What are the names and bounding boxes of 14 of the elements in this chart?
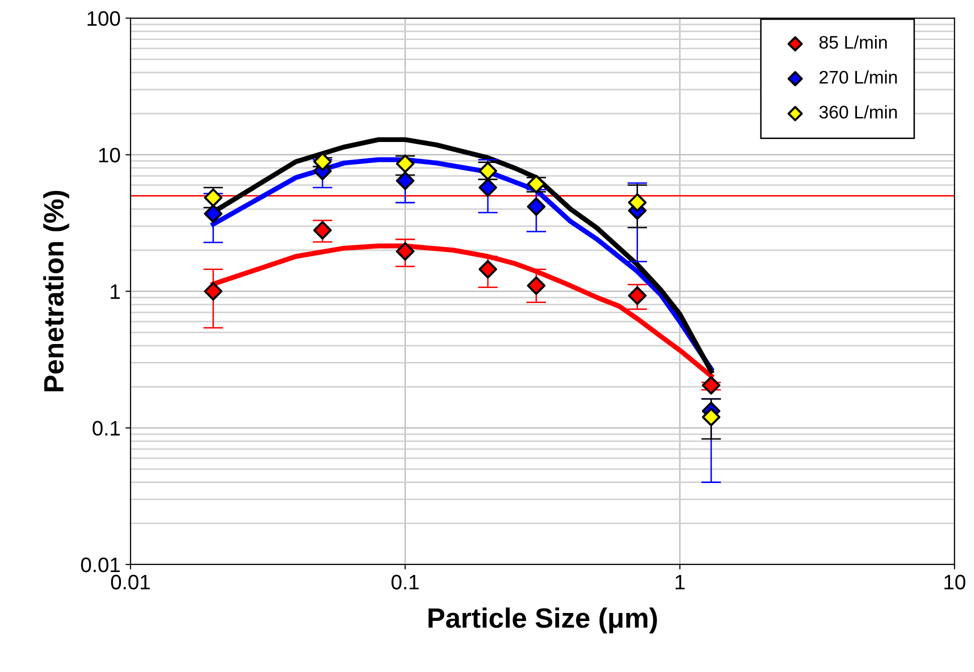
x-tick-label: 0.01 xyxy=(111,574,150,590)
y-tick-label: 100 xyxy=(88,11,120,26)
x-tick-label: 0.1 xyxy=(392,574,419,590)
x-axis-title: Particle Size (μm) xyxy=(428,608,657,634)
y-tick-label: 1 xyxy=(110,284,120,299)
legend-label: 270 L/min xyxy=(820,70,897,84)
x-tick-label: 1 xyxy=(676,574,685,590)
y-tick-label: 10 xyxy=(99,148,120,162)
y-tick-label: 0.1 xyxy=(92,420,120,436)
x-tick-label: 10 xyxy=(944,574,966,590)
legend-label: 85 L/min xyxy=(819,35,887,49)
legend-label: 360 L/min xyxy=(819,105,897,119)
y-axis-title: Penetration (%) xyxy=(43,190,70,392)
y-tick-label: 0.01 xyxy=(81,557,120,572)
